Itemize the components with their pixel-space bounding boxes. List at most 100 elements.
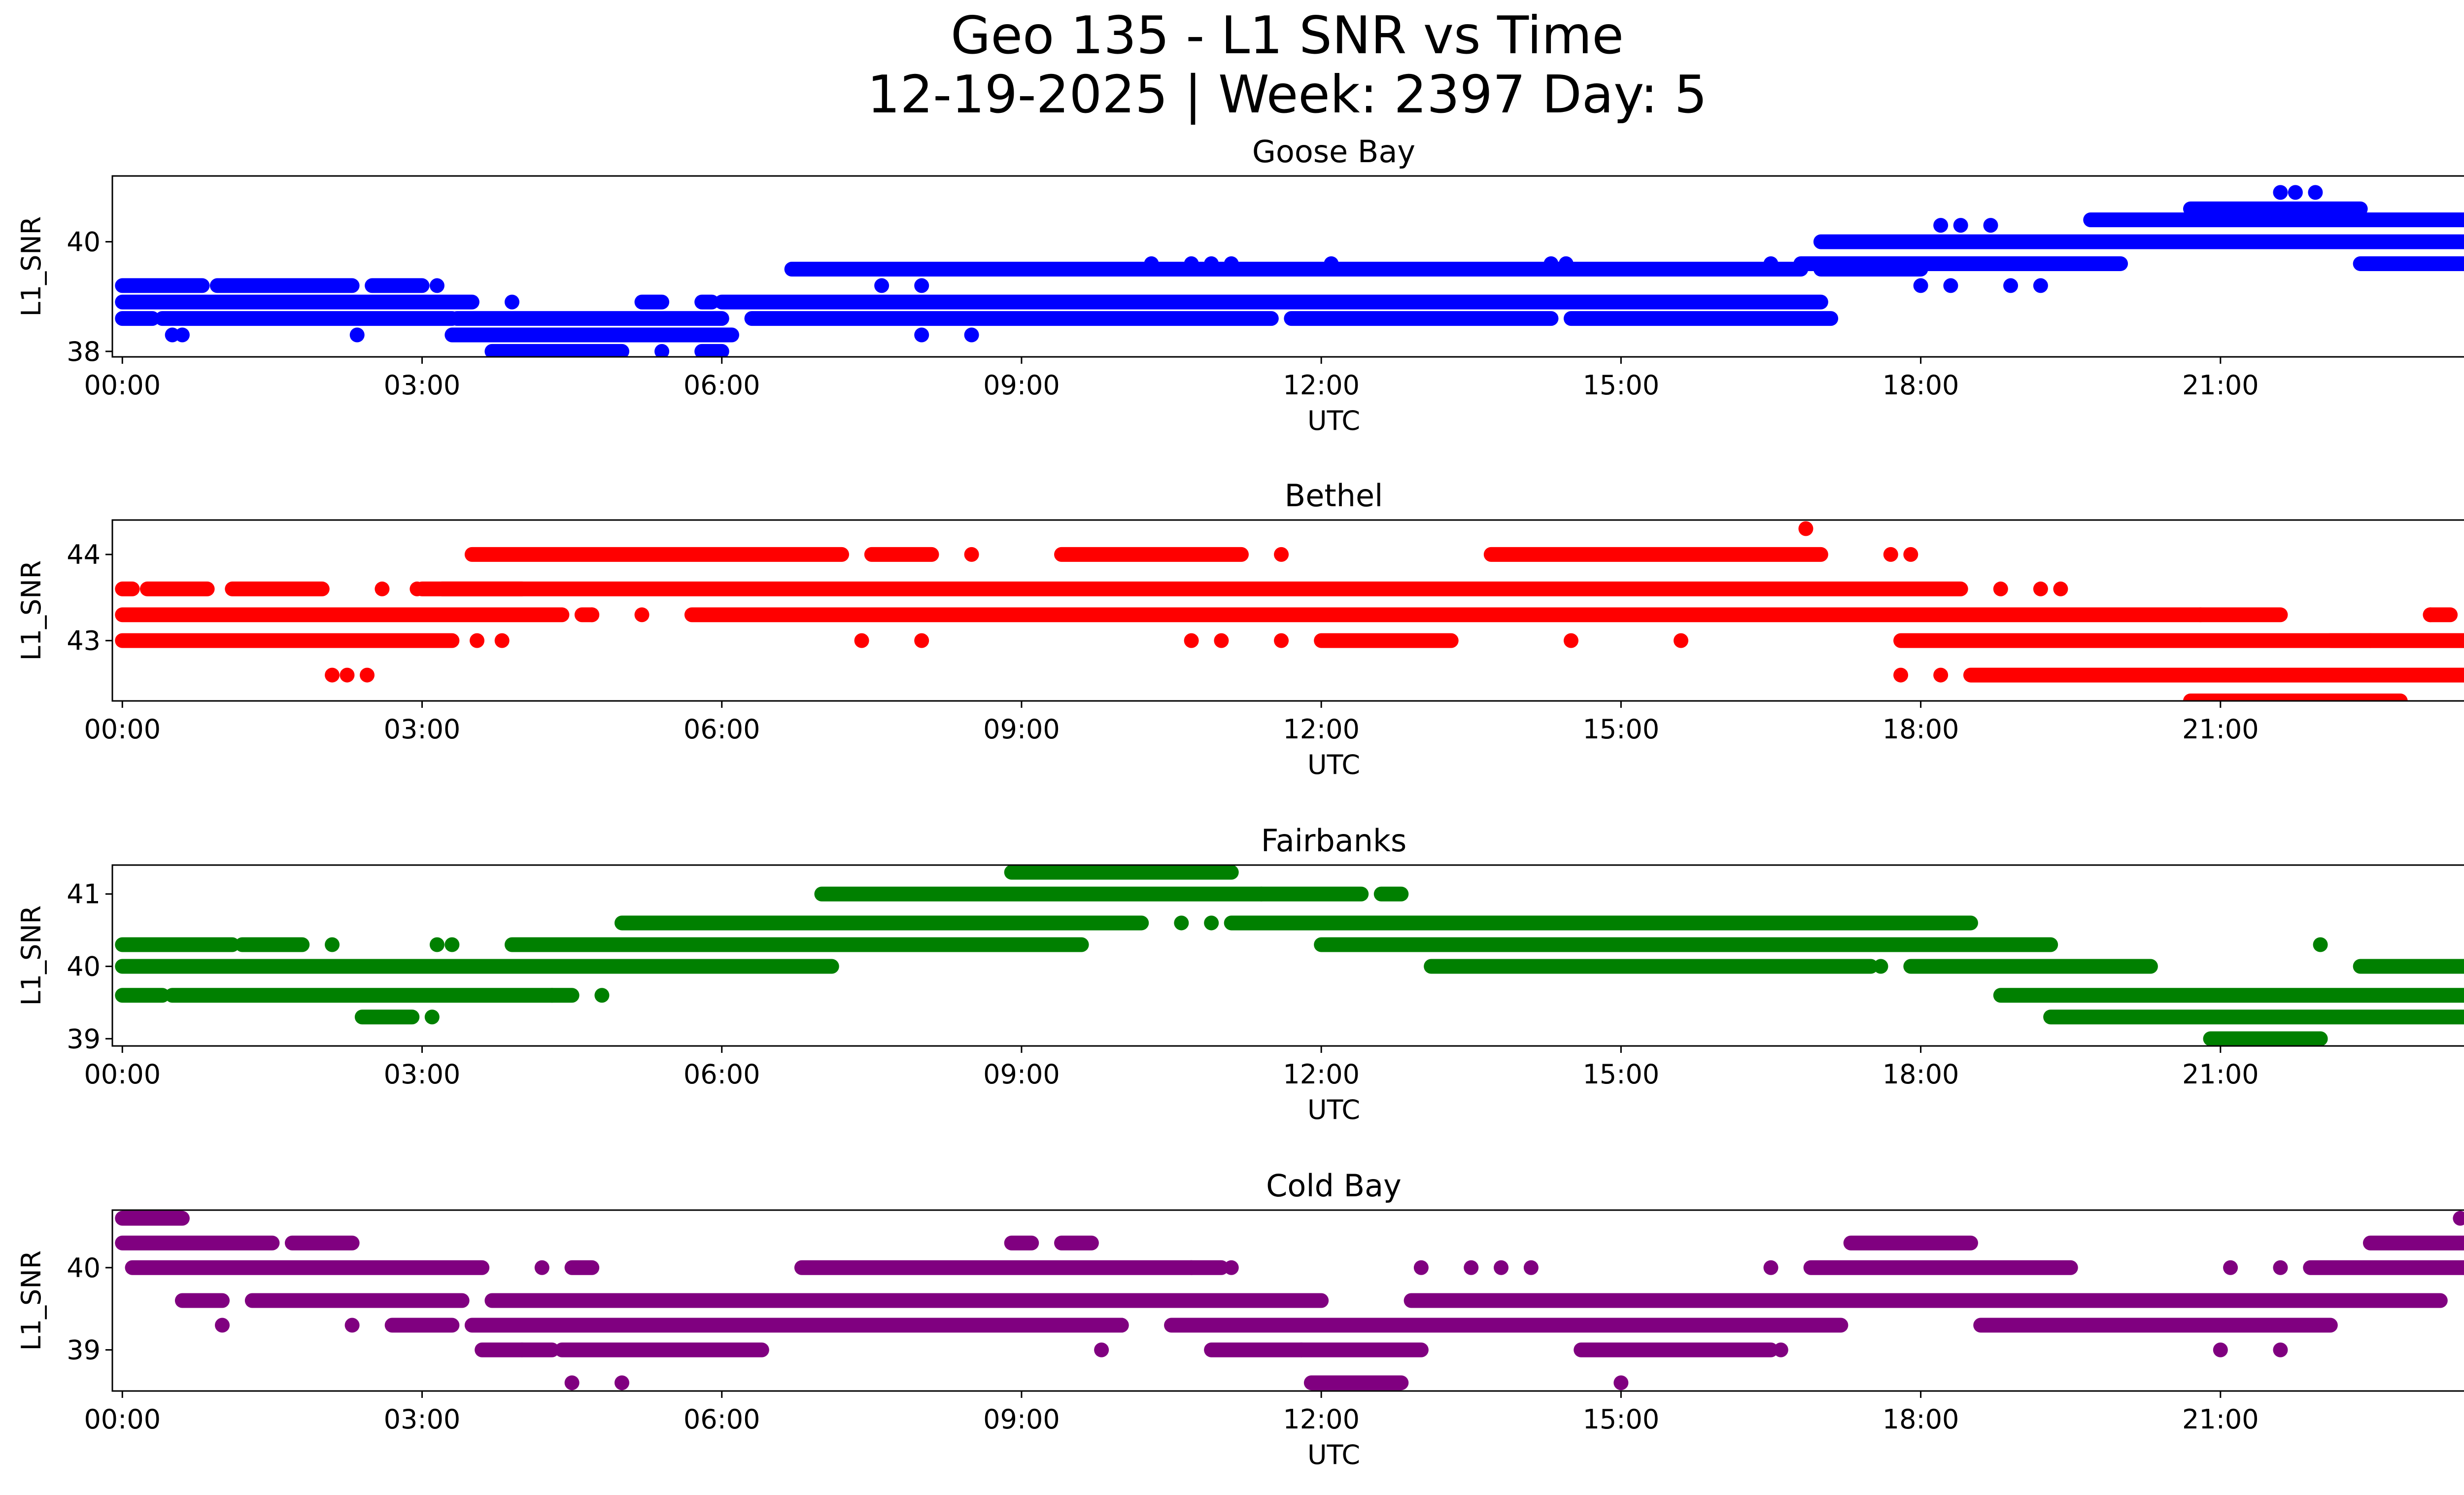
data-point xyxy=(1674,633,1689,648)
x-tick-label: 21:00 xyxy=(2182,370,2259,401)
marker-band xyxy=(1893,633,2464,648)
data-point xyxy=(1254,915,1269,931)
marker-band xyxy=(225,581,330,596)
x-tick-label: 00:00 xyxy=(84,1404,161,1435)
marker-band xyxy=(464,1318,850,1333)
marker-band xyxy=(784,262,1349,277)
data-point xyxy=(2273,185,2288,200)
marker-band xyxy=(2183,694,2408,701)
figure-title-line-2: 12-19-2025 | Week: 2397 Day: 5 xyxy=(867,65,1708,125)
marker-band xyxy=(1973,1318,2338,1333)
data-point xyxy=(1114,1318,1129,1333)
data-point xyxy=(1224,1260,1239,1275)
data-point xyxy=(1184,633,1199,648)
data-point xyxy=(1763,256,1779,271)
data-point xyxy=(914,633,929,648)
data-point xyxy=(1274,633,1289,648)
data-point xyxy=(2193,607,2208,623)
marker-band xyxy=(115,988,170,1003)
x-tick-label: 09:00 xyxy=(983,714,1060,745)
data-point xyxy=(174,327,190,343)
subplot-fairbanks: Fairbanks 39 40 41 00:00 03:00 06:00 09:00 12:00… xyxy=(16,823,2464,1125)
y-tick-label: 38 xyxy=(67,336,101,367)
marker-band xyxy=(115,1235,280,1251)
marker-band xyxy=(1793,1293,2368,1308)
data-point xyxy=(1893,667,1909,683)
subplot-bethel: Bethel 43 44 00:00 03:00 06:00 09:00 12:00 15:00… xyxy=(16,478,2464,780)
data-point xyxy=(2273,1342,2288,1357)
marker-band xyxy=(115,937,240,952)
data-point xyxy=(1798,521,1814,536)
data-point xyxy=(1823,256,1839,271)
marker-band xyxy=(155,311,460,326)
marker-band xyxy=(2362,1235,2464,1251)
x-tick-label: 15:00 xyxy=(1583,714,1660,745)
x-tick-label: 12:00 xyxy=(1283,370,1360,401)
data-series xyxy=(115,521,2464,701)
data-point xyxy=(964,547,979,562)
x-tick-label: 12:00 xyxy=(1283,714,1360,745)
data-series xyxy=(115,865,2464,1046)
data-point xyxy=(1903,547,1918,562)
data-point xyxy=(325,937,340,952)
marker-band xyxy=(1403,1293,1809,1308)
marker-band xyxy=(634,294,670,310)
data-point xyxy=(1144,256,1159,271)
data-point xyxy=(1613,1375,1629,1391)
data-point xyxy=(534,1260,549,1275)
marker-band xyxy=(834,1318,1129,1333)
marker-band xyxy=(614,915,1149,931)
marker-band xyxy=(2183,201,2368,216)
marker-band xyxy=(449,311,729,326)
marker-band xyxy=(2073,234,2368,249)
marker-band xyxy=(1204,1342,1309,1357)
marker-band xyxy=(2063,959,2158,974)
marker-band xyxy=(1583,915,1978,931)
y-tick-label: 39 xyxy=(67,1335,101,1366)
data-point xyxy=(424,1009,440,1025)
data-point xyxy=(1943,278,1958,293)
x-tick-label: 21:00 xyxy=(2182,714,2259,745)
marker-band xyxy=(284,1235,360,1251)
data-point xyxy=(1763,1260,1779,1275)
data-point xyxy=(2033,581,2048,596)
marker-band xyxy=(2323,633,2464,648)
marker-band xyxy=(115,633,460,648)
axes-frame xyxy=(111,519,2464,702)
marker-band xyxy=(209,278,360,293)
y-tick-label: 39 xyxy=(67,1023,101,1054)
data-point xyxy=(1214,633,1229,648)
data-point xyxy=(1174,915,1189,931)
data-point xyxy=(1773,1342,1788,1357)
marker-band xyxy=(504,937,1089,952)
y-tick-label: 40 xyxy=(67,226,101,257)
data-point xyxy=(2003,278,2019,293)
marker-band xyxy=(484,1293,619,1308)
x-tick-label: 00:00 xyxy=(84,714,161,745)
marker-band xyxy=(1004,1235,1039,1251)
marker-band xyxy=(1004,865,1239,880)
subplot-title: Bethel xyxy=(1285,478,1383,514)
marker-band xyxy=(1334,262,1809,277)
y-axis-label: L1_SNR xyxy=(16,560,47,661)
marker-band xyxy=(1963,667,2464,683)
marker-band xyxy=(115,959,769,974)
x-tick-label: 21:00 xyxy=(2182,1404,2259,1435)
y-axis-label: L1_SNR xyxy=(16,905,47,1006)
data-point xyxy=(1303,1318,1319,1333)
marker-band xyxy=(694,294,719,310)
data-point xyxy=(410,581,425,596)
data-point xyxy=(1933,218,1949,233)
marker-band xyxy=(1993,988,2464,1003)
x-tick-label: 18:00 xyxy=(1882,714,1959,745)
x-tick-label: 06:00 xyxy=(684,1404,760,1435)
data-point xyxy=(874,278,890,293)
marker-band xyxy=(244,1293,470,1308)
data-point xyxy=(2288,185,2303,200)
marker-band xyxy=(2303,1260,2464,1275)
data-point xyxy=(754,959,769,974)
data-point xyxy=(1224,256,1239,271)
marker-band xyxy=(354,1009,420,1025)
marker-band xyxy=(1254,886,1369,902)
